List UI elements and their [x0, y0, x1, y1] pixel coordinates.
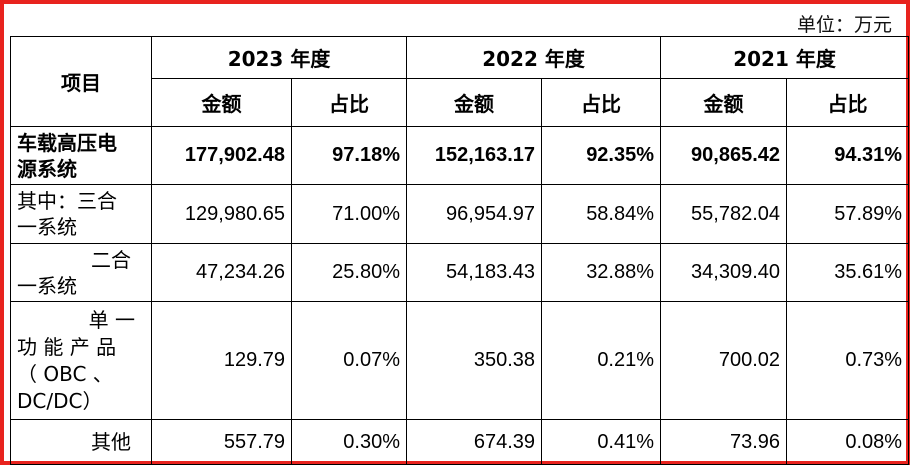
row-label-line: 一系统 [17, 215, 77, 239]
row-label-line: 车载高压电 [17, 130, 117, 155]
cell-ratio-2023: 25.80% [290, 243, 408, 302]
cell-ratio-2023: 0.07% [290, 301, 408, 420]
row-label-line: 单 一 [88, 307, 135, 332]
header-amount: 金额 [660, 78, 788, 127]
cell-amount-2021: 55,782.04 [660, 184, 788, 244]
header-amount: 金额 [151, 78, 292, 127]
cell-amount-2022: 152,163.17 [406, 126, 543, 185]
row-label: 其中：三合 一系统 [10, 184, 152, 244]
cell-ratio-2022: 0.21% [541, 301, 662, 420]
cell-ratio-2022: 92.35% [541, 126, 662, 185]
cell-ratio-2022: 32.88% [541, 243, 662, 302]
header-year-2022: 2022 年度 [406, 36, 662, 79]
cell-ratio-2023: 71.00% [290, 184, 408, 244]
cell-ratio-2021: 35.61% [786, 243, 910, 302]
row-label-line: 二合 [91, 247, 131, 272]
row-label-line: （ OBC 、 [17, 361, 113, 386]
cell-amount-2022: 96,954.97 [406, 184, 543, 244]
row-label: 其他 [10, 419, 152, 465]
table-row: 二合 一系统 47,234.26 25.80% 54,183.43 32.88%… [10, 243, 910, 302]
row-label: 二合 一系统 [10, 243, 152, 302]
cell-amount-2022: 674.39 [406, 419, 543, 465]
table-row: 其他 557.79 0.30% 674.39 0.41% 73.96 0.08% [10, 419, 910, 465]
cell-ratio-2021: 0.73% [786, 301, 910, 420]
header-ratio: 占比 [786, 78, 910, 127]
cell-ratio-2021: 94.31% [786, 126, 910, 185]
header-ratio: 占比 [290, 78, 408, 127]
cell-amount-2021: 34,309.40 [660, 243, 788, 302]
header-ratio: 占比 [541, 78, 662, 127]
cell-amount-2021: 700.02 [660, 301, 788, 420]
revenue-table: 项目 2023 年度 2022 年度 2021 年度 金额 占比 金额 占比 金… [10, 36, 910, 465]
cell-ratio-2021: 0.08% [786, 419, 910, 465]
cell-ratio-2023: 97.18% [290, 126, 408, 185]
cell-amount-2023: 47,234.26 [151, 243, 292, 302]
cell-amount-2021: 90,865.42 [660, 126, 788, 185]
row-label-line: 其中：三合 [17, 189, 117, 213]
cell-amount-2023: 129,980.65 [151, 184, 292, 244]
header-year-2021: 2021 年度 [660, 36, 910, 79]
cell-ratio-2022: 58.84% [541, 184, 662, 244]
cell-amount-2022: 54,183.43 [406, 243, 543, 302]
cell-amount-2023: 557.79 [151, 419, 292, 465]
header-year-2023: 2023 年度 [150, 36, 408, 79]
unit-label: 单位：万元 [796, 14, 892, 36]
table-row: 单 一 功 能 产 品 （ OBC 、 DC/DC） 129.79 0.07% … [10, 301, 910, 420]
row-label-line: DC/DC） [17, 388, 103, 413]
header-row-years: 项目 2023 年度 2022 年度 2021 年度 [10, 36, 910, 127]
cell-amount-2021: 73.96 [660, 419, 788, 465]
row-label-line: 功 能 产 品 [17, 334, 117, 359]
header-amount: 金额 [406, 78, 543, 127]
cell-amount-2023: 129.79 [151, 301, 292, 420]
cell-ratio-2021: 57.89% [786, 184, 910, 244]
table-row: 其中：三合 一系统 129,980.65 71.00% 96,954.97 58… [10, 184, 910, 244]
row-label-line: 其他 [91, 430, 131, 454]
row-label: 车载高压电 源系统 [10, 126, 152, 185]
cell-amount-2023: 177,902.48 [151, 126, 292, 185]
cell-ratio-2022: 0.41% [541, 419, 662, 465]
cell-ratio-2023: 0.30% [290, 419, 408, 465]
table-row: 车载高压电 源系统 177,902.48 97.18% 152,163.17 9… [10, 126, 910, 185]
header-item: 项目 [10, 36, 152, 127]
row-label-line: 一系统 [17, 273, 77, 298]
row-label: 单 一 功 能 产 品 （ OBC 、 DC/DC） [10, 301, 152, 420]
cell-amount-2022: 350.38 [406, 301, 543, 420]
row-label-line: 源系统 [17, 156, 77, 181]
